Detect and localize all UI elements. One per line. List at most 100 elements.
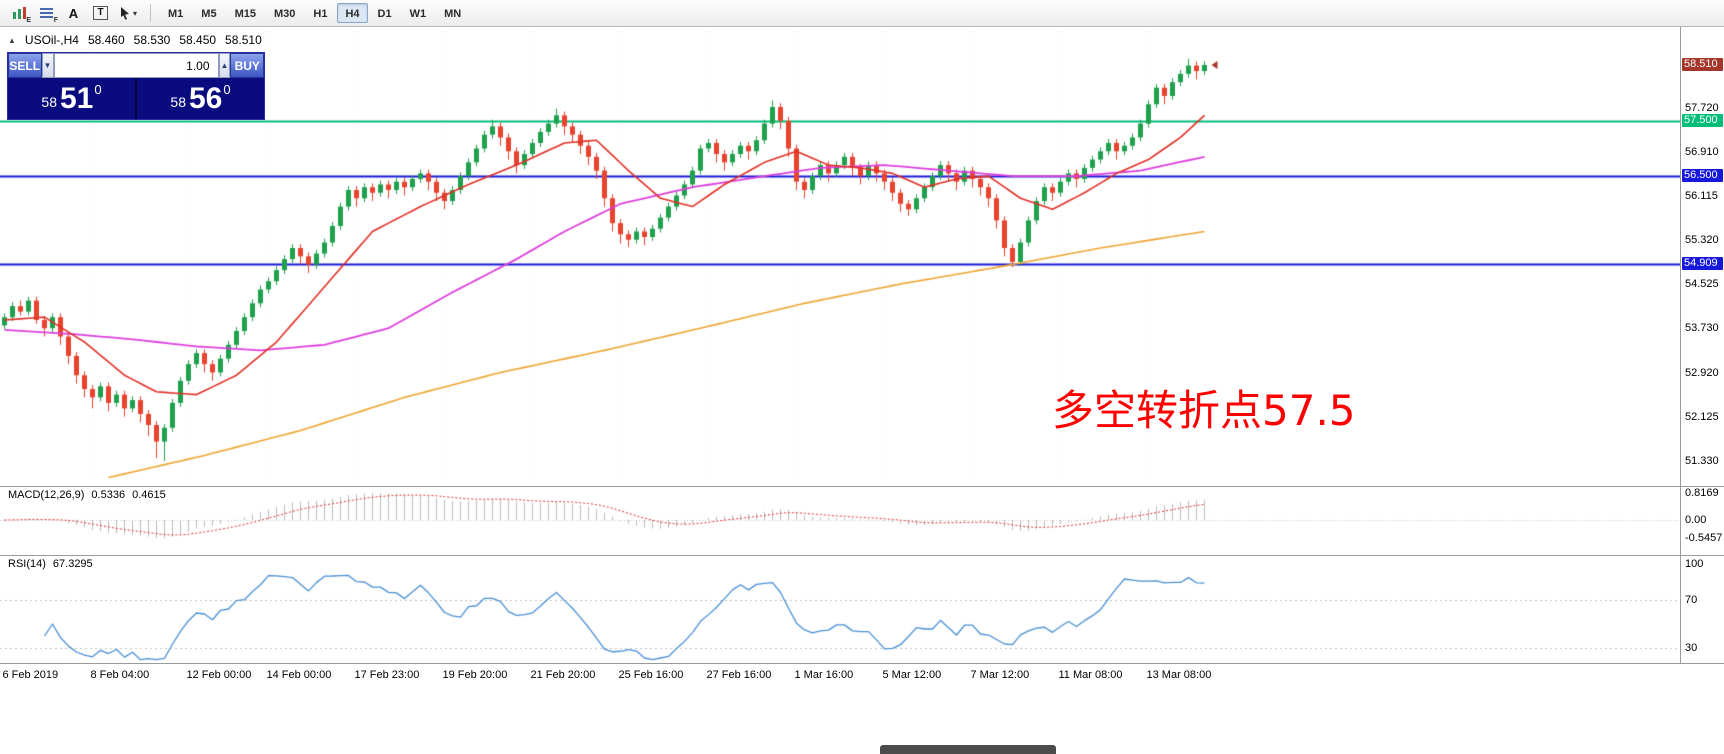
chevron-down-icon: ▼ xyxy=(43,61,52,70)
price-tick: 52.125 xyxy=(1685,411,1719,424)
volume-increase-button[interactable]: ▲ xyxy=(218,53,231,78)
tool-sub-label: F xyxy=(53,17,58,24)
price-tick: 58.510 xyxy=(1682,58,1723,71)
rsi-canvas xyxy=(0,556,1680,663)
rsi-axis-tick: 100 xyxy=(1685,558,1704,570)
rsi-value: 67.3295 xyxy=(52,558,93,570)
open-value: 58.460 xyxy=(87,33,125,47)
toolbar-separator xyxy=(150,4,151,22)
macd-signal-value: 0.4615 xyxy=(132,489,166,501)
volume-decrease-button[interactable]: ▼ xyxy=(41,53,54,78)
bottom-window-fragment xyxy=(880,745,1056,754)
trade-panel-prices: 58 51 0 58 56 0 xyxy=(8,78,264,119)
timeframe-m1[interactable]: M1 xyxy=(168,8,184,20)
ask-price[interactable]: 58 56 0 xyxy=(137,78,264,119)
macd-axis-tick: -0.5457 xyxy=(1685,532,1723,544)
time-tick: 14 Feb 00:00 xyxy=(266,669,332,681)
main-chart-pane[interactable]: ▲ USOil-,H4 58.460 58.530 58.450 58.510 … xyxy=(0,27,1680,486)
price-tick: 56.500 xyxy=(1682,169,1723,183)
time-tick: 25 Feb 16:00 xyxy=(618,669,684,681)
one-click-trading-panel: SELL ▼ ▲ BUY 58 51 0 58 56 0 xyxy=(7,52,265,120)
lines-icon xyxy=(39,8,53,18)
time-tick: 27 Feb 16:00 xyxy=(706,669,772,681)
timeframe-mn[interactable]: MN xyxy=(444,8,462,20)
price-tick: 54.525 xyxy=(1685,278,1719,291)
price-tick: 57.720 xyxy=(1685,101,1719,114)
price-axis[interactable]: 58.510 57.720 57.500 56.910 56.500 56.115 55.3… xyxy=(1680,27,1724,663)
timeframe-h1[interactable]: H1 xyxy=(313,8,328,20)
ask-sup: 0 xyxy=(223,82,231,97)
timeframe-m15[interactable]: M15 xyxy=(234,8,256,20)
bid-prefix: 58 xyxy=(41,94,57,110)
chevron-up-icon: ▲ xyxy=(220,61,229,70)
cursor-arrow-icon xyxy=(120,7,129,20)
letter-a-icon: A xyxy=(68,5,79,21)
timeframe-d1[interactable]: D1 xyxy=(377,8,392,20)
chart-tool-button[interactable]: E xyxy=(6,2,33,24)
time-tick: 7 Mar 12:00 xyxy=(970,669,1030,681)
time-tick: 21 Feb 20:00 xyxy=(530,669,596,681)
time-tick: 13 Mar 08:00 xyxy=(1146,669,1212,681)
bottom-strip xyxy=(0,688,1724,754)
timeframe-m30[interactable]: M30 xyxy=(273,8,296,20)
text-tool-button[interactable]: A xyxy=(60,2,87,24)
tool-sub-label: E xyxy=(26,17,31,24)
macd-axis-tick: 0.00 xyxy=(1685,514,1707,526)
bid-price[interactable]: 58 51 0 xyxy=(8,78,135,119)
time-tick: 17 Feb 23:00 xyxy=(354,669,420,681)
toolbar: E F A T ▾ M1 M5 M15 M30 H1 H4 D1 W1 MN xyxy=(0,0,1724,27)
timeframe-m5[interactable]: M5 xyxy=(201,8,217,20)
macd-header: MACD(12,26,9) 0.5336 0.4615 xyxy=(8,489,166,501)
trade-panel-divider xyxy=(135,78,137,119)
symbol-ohlc-line: ▲ USOil-,H4 58.460 58.530 58.450 58.510 xyxy=(8,33,262,47)
ask-prefix: 58 xyxy=(170,94,186,110)
high-value: 58.530 xyxy=(133,33,171,47)
macd-main-value: 0.5336 xyxy=(91,489,126,501)
rsi-axis-tick: 70 xyxy=(1685,594,1698,606)
price-tick: 57.500 xyxy=(1682,113,1723,127)
rsi-pane: RSI(14) 67.3295 xyxy=(0,556,1680,663)
chart-annotation-text: 多空转折点57.5 xyxy=(1052,386,1356,435)
collapse-arrow-icon[interactable]: ▲ xyxy=(8,35,16,45)
bid-main: 51 xyxy=(59,82,94,116)
price-tick: 54.909 xyxy=(1682,257,1723,271)
macd-pane: MACD(12,26,9) 0.5336 0.4615 xyxy=(0,487,1680,555)
symbol-label: USOil-,H4 xyxy=(24,33,79,47)
chevron-down-icon: ▾ xyxy=(132,8,137,18)
macd-canvas xyxy=(0,487,1680,555)
rsi-title: RSI(14) xyxy=(8,558,46,570)
time-tick: 6 Feb 2019 xyxy=(2,669,59,681)
timeframe-h4[interactable]: H4 xyxy=(337,3,368,23)
boxed-t-icon: T xyxy=(93,6,108,20)
macd-title: MACD(12,26,9) xyxy=(8,489,85,501)
lines-tool-button[interactable]: F xyxy=(33,2,60,24)
pane-separator[interactable] xyxy=(0,555,1724,556)
time-tick: 1 Mar 16:00 xyxy=(794,669,854,681)
time-axis[interactable]: 6 Feb 2019 8 Feb 04:00 12 Feb 00:00 14 Feb … xyxy=(0,663,1724,687)
price-tick: 55.320 xyxy=(1685,234,1719,247)
ask-main: 56 xyxy=(188,82,223,116)
pane-separator[interactable] xyxy=(0,486,1724,487)
text-label-tool-button[interactable]: T xyxy=(87,2,114,24)
price-tick: 51.330 xyxy=(1685,455,1719,468)
volume-input[interactable] xyxy=(53,53,219,78)
macd-axis-tick: 0.8169 xyxy=(1685,487,1719,500)
trade-panel-controls: SELL ▼ ▲ BUY xyxy=(8,53,264,78)
time-tick: 12 Feb 00:00 xyxy=(186,669,252,681)
timeframe-group: M1 M5 M15 M30 H1 H4 D1 W1 MN xyxy=(160,3,471,23)
timeframe-w1[interactable]: W1 xyxy=(409,8,427,20)
close-value: 58.510 xyxy=(225,33,262,47)
time-tick: 19 Feb 20:00 xyxy=(442,669,508,681)
sell-button[interactable]: SELL xyxy=(8,53,42,78)
price-tick: 52.920 xyxy=(1685,367,1719,380)
price-tick: 56.115 xyxy=(1685,190,1718,203)
time-tick: 5 Mar 12:00 xyxy=(882,669,942,681)
cursor-tool-button[interactable]: ▾ xyxy=(114,2,141,24)
buy-button[interactable]: BUY xyxy=(230,53,264,78)
time-tick: 8 Feb 04:00 xyxy=(90,669,150,681)
price-tick: 53.730 xyxy=(1685,322,1719,335)
bid-sup: 0 xyxy=(94,82,102,97)
rsi-axis-tick: 30 xyxy=(1685,642,1698,654)
candlestick-chart-canvas[interactable] xyxy=(0,27,1680,486)
